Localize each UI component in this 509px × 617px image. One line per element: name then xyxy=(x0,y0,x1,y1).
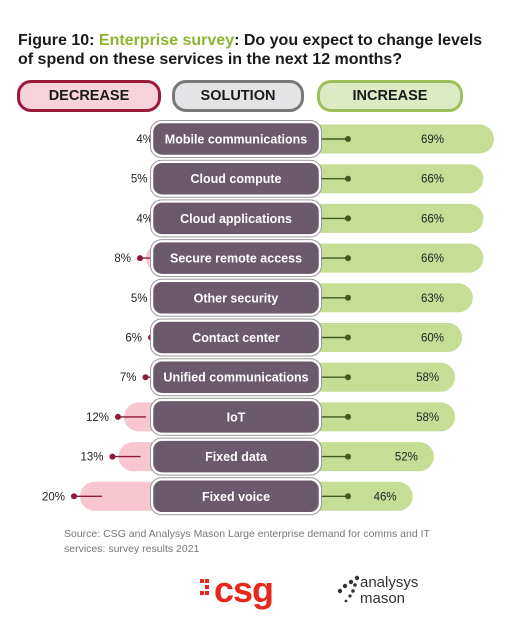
solution-pill-outline xyxy=(150,358,322,397)
category-label: Cloud compute xyxy=(191,172,282,186)
solution-pill xyxy=(150,319,322,356)
increase-value-label: 52% xyxy=(395,452,418,464)
solution-pill xyxy=(150,200,322,237)
solution-pill xyxy=(150,279,322,317)
decrease-value-label: 5% xyxy=(131,174,148,186)
increase-dot xyxy=(345,215,351,222)
increase-dot xyxy=(345,334,351,341)
category-label: Cloud applications xyxy=(180,212,292,226)
solution-pill xyxy=(150,398,322,436)
solution-pill-outline xyxy=(150,159,322,198)
solution-pill xyxy=(150,160,322,197)
solution-header: SOLUTION xyxy=(172,80,304,112)
mason-text: mason xyxy=(360,590,406,607)
solution-pill-outline xyxy=(150,239,322,278)
decrease-value-label: 20% xyxy=(42,491,65,503)
increase-value-label: 66% xyxy=(421,253,444,265)
increase-dot xyxy=(345,413,351,420)
category-label: Mobile communications xyxy=(165,133,307,147)
solution-pill-outline xyxy=(150,278,322,317)
csg-logo: csg xyxy=(214,569,274,610)
analysys-text: analysys xyxy=(360,574,419,591)
increase-dot xyxy=(345,374,351,381)
decrease-dot xyxy=(115,413,121,420)
category-label: Secure remote access xyxy=(170,252,302,266)
increase-value-label: 66% xyxy=(421,213,444,225)
increase-header: INCREASE xyxy=(317,80,463,112)
increase-value-label: 63% xyxy=(421,293,444,305)
decrease-value-label: 13% xyxy=(80,452,103,464)
solution-pill xyxy=(150,358,322,396)
solution-pill-outline xyxy=(150,120,322,158)
title-highlight: Enterprise survey xyxy=(98,32,235,49)
decrease-value-label: 4% xyxy=(136,134,153,146)
source-note: Source: CSG and Analysys Mason Large ent… xyxy=(64,528,430,555)
increase-value-label: 58% xyxy=(416,412,439,424)
solution-pill xyxy=(150,239,322,277)
increase-dot xyxy=(345,255,351,262)
analysys-mason-logo: analysys mason xyxy=(360,575,418,607)
decrease-value-label: 5% xyxy=(131,293,148,305)
solution-pill-outline xyxy=(150,318,322,357)
increase-value-label: 60% xyxy=(421,333,444,345)
increase-dot xyxy=(345,493,351,500)
solution-pill xyxy=(150,478,322,515)
decrease-dot xyxy=(71,493,77,500)
category-label: Contact center xyxy=(192,331,280,345)
decrease-value-label: 6% xyxy=(125,333,142,345)
decrease-dot xyxy=(142,374,149,381)
solution-pill-outline xyxy=(150,397,322,436)
increase-value-label: 66% xyxy=(421,174,444,186)
increase-dot xyxy=(345,175,351,182)
solution-pill xyxy=(150,438,322,475)
solution-pill-outline xyxy=(150,437,322,476)
title-rest: : Do you expect to change levels of spen… xyxy=(18,32,483,68)
increase-value-label: 58% xyxy=(416,372,439,384)
category-label: Fixed voice xyxy=(202,490,270,504)
decrease-dot xyxy=(137,255,143,262)
solution-pill xyxy=(150,120,322,158)
increase-value-label: 69% xyxy=(421,134,444,146)
chart-title: Figure 10: Enterprise survey: Do you exp… xyxy=(18,31,488,69)
decrease-value-label: 7% xyxy=(120,372,137,384)
analysys-mason-logo-mark xyxy=(337,575,360,603)
decrease-value-label: 12% xyxy=(86,412,109,424)
decrease-value-label: 4% xyxy=(136,213,153,225)
solution-pill-outline xyxy=(150,199,322,238)
category-label: Unified communications xyxy=(163,371,308,385)
increase-value-label: 46% xyxy=(374,491,397,503)
decrease-dot xyxy=(109,453,116,460)
csg-logo-mark xyxy=(200,579,209,595)
diverging-bar-chart: 4% 69% Mobile communications 5% 66% Cloud com… xyxy=(42,120,494,516)
title-prefix: Figure 10: xyxy=(18,32,99,49)
category-label: Other security xyxy=(194,291,279,305)
increase-dot xyxy=(345,453,351,460)
solution-pill-outline xyxy=(150,477,322,516)
increase-dot xyxy=(345,136,351,142)
decrease-value-label: 8% xyxy=(114,253,131,265)
category-label: IoT xyxy=(227,410,246,424)
increase-dot xyxy=(345,294,351,301)
category-label: Fixed data xyxy=(205,450,268,464)
decrease-header: DECREASE xyxy=(17,80,161,112)
